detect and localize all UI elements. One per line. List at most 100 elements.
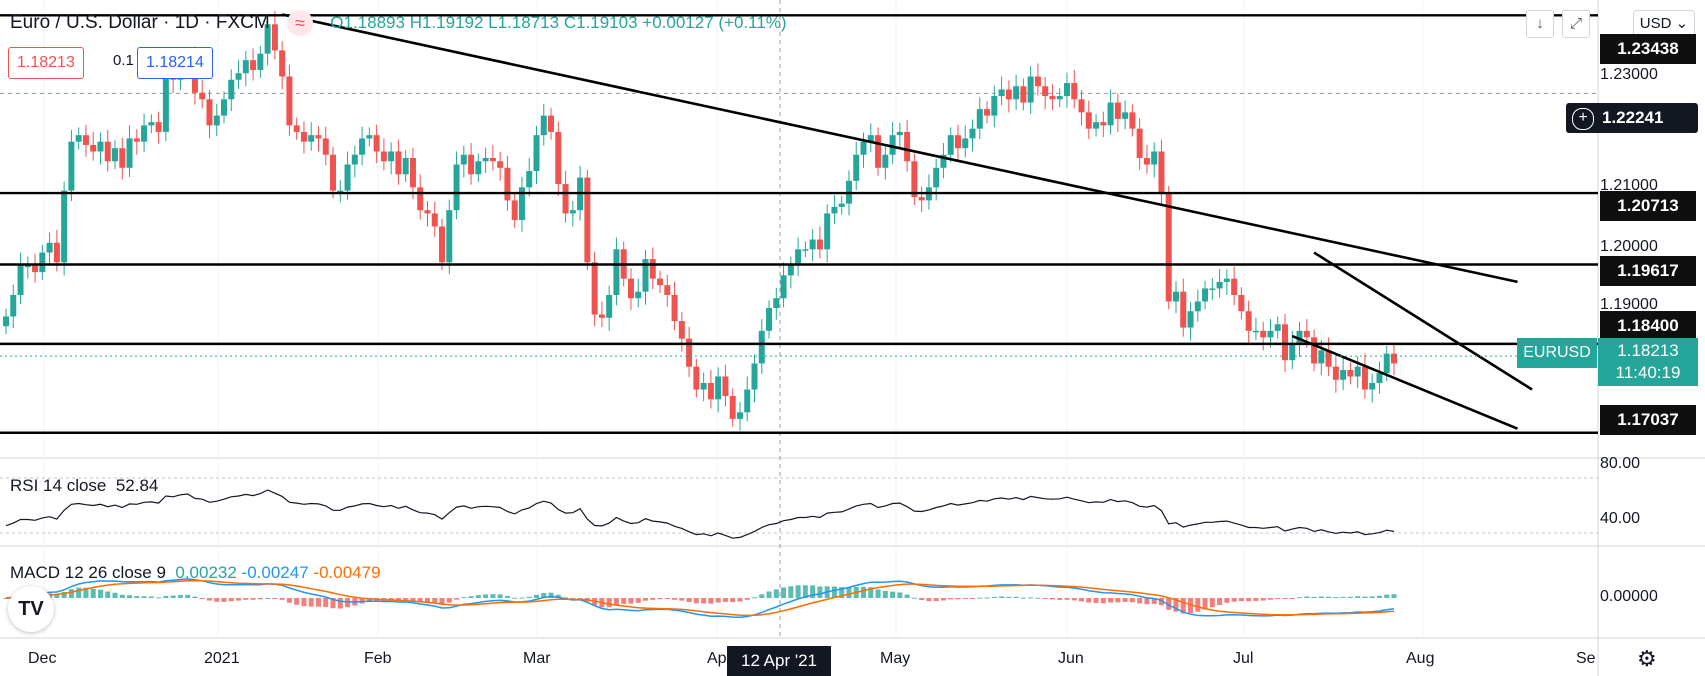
macd-histogram-bar [890,591,896,598]
macd-histogram-bar [163,595,169,598]
plus-icon[interactable]: + [1572,107,1594,130]
candle-body [1354,366,1361,377]
macd-histogram-bar [672,598,678,600]
macd-histogram-bar [446,598,452,603]
macd-histogram-bar [504,595,510,598]
macd-histogram-bar [904,594,910,598]
gear-icon[interactable]: ⚙ [1637,646,1657,671]
macd-histogram-bar [708,598,714,604]
candle-body [795,249,802,266]
macd-histogram-bar [1289,598,1295,599]
macd-histogram-bar [439,598,445,605]
macd-histogram-bar [185,594,191,598]
candle-body [853,154,860,181]
macd-histogram-bar [337,598,343,609]
candle-body [896,131,903,136]
macd-histogram-bar [417,598,423,602]
candle-body [1267,330,1274,338]
candle-body [882,154,889,168]
candle-body [1071,83,1078,100]
macd-histogram-bar [759,594,765,598]
macd-histogram-bar [170,595,176,598]
candle-body [816,239,823,250]
candle-body [1332,366,1339,380]
tradingview-logo-icon[interactable]: TV [8,586,54,632]
symbol-title[interactable]: Euro / U.S. Dollar · 1D · FXCM [10,12,270,34]
candle-body [606,294,613,318]
macd-histogram-bar [664,598,670,600]
macd-histogram-bar [999,596,1005,598]
rsi-tick: 80.00 [1600,455,1641,472]
level-label: 1.18400 [1600,311,1696,341]
candle-body [976,109,983,129]
candle-body [1114,102,1121,119]
macd-histogram-bar [868,587,874,598]
fullscreen-icon[interactable]: ⤢ [1562,10,1590,38]
macd-histogram-bar [810,585,816,598]
candle-body [657,278,664,286]
candle-body [1223,278,1230,282]
macd-histogram-bar [1035,597,1041,599]
macd-histogram-bar [1246,598,1252,602]
candle-body [984,109,991,116]
macd-histogram-bar [1209,598,1215,608]
macd-histogram-bar [839,587,845,598]
candle-body [947,135,954,155]
macd-histogram-bar [1173,598,1179,612]
macd-histogram-bar [1340,596,1346,598]
sell-button[interactable]: 1.18213 [8,47,84,79]
candle-body [1260,330,1267,338]
price-tick: 1.20000 [1600,238,1658,255]
candle-body [1107,102,1114,126]
macd-histogram-bar [1253,598,1259,601]
wave-icon[interactable]: ≈ [287,10,313,36]
macd-histogram-bar [1195,598,1201,612]
candle-body [1049,96,1056,100]
candle-body [1347,369,1354,377]
candle-body [1318,350,1325,364]
macd-histogram-bar [788,586,794,598]
candle-body [1296,330,1303,344]
candle-body [933,167,940,188]
low-value: L1.18713 [488,13,560,33]
candle-body [664,285,671,295]
candle-body [831,206,838,214]
x-tick: Aug [1406,650,1435,667]
x-tick: May [880,650,911,667]
open-value: O1.18893 [330,13,405,33]
macd-histogram-bar [76,587,82,598]
candle-body [613,249,620,295]
macd-histogram-bar [955,598,961,600]
candle-body [497,161,504,168]
candle-body [235,73,242,80]
candle-body [257,53,264,70]
macd-histogram-bar [541,593,547,598]
macd-histogram-bar [1355,596,1361,598]
macd-histogram-bar [875,589,881,598]
macd-histogram-bar [570,598,576,599]
macd-histogram-bar [199,598,205,599]
x-tick: Jun [1058,650,1084,667]
macd-histogram-bar [1049,598,1055,600]
crosshair-date-label: 12 Apr '21 [727,646,831,676]
candle-body [627,278,634,299]
macd-histogram-bar [1275,598,1281,599]
candle-body [97,141,104,152]
candle-body [1245,311,1252,331]
download-icon[interactable]: ↓ [1526,10,1554,38]
macd-histogram-bar [286,598,292,603]
candle-body [562,184,569,214]
candle-body [1238,294,1245,312]
macd-histogram-bar [1311,596,1317,598]
macd-histogram-bar [1282,598,1288,600]
candle-body [68,141,75,191]
macd-histogram-bar [962,598,968,600]
buy-button[interactable]: 1.18214 [137,47,213,79]
macd-histogram-bar [424,598,430,603]
macd-histogram-bar [548,592,554,598]
signal-line [5,579,1395,617]
candle-body [678,321,685,339]
candle-body [380,151,387,162]
macd-histogram-bar [97,589,103,598]
